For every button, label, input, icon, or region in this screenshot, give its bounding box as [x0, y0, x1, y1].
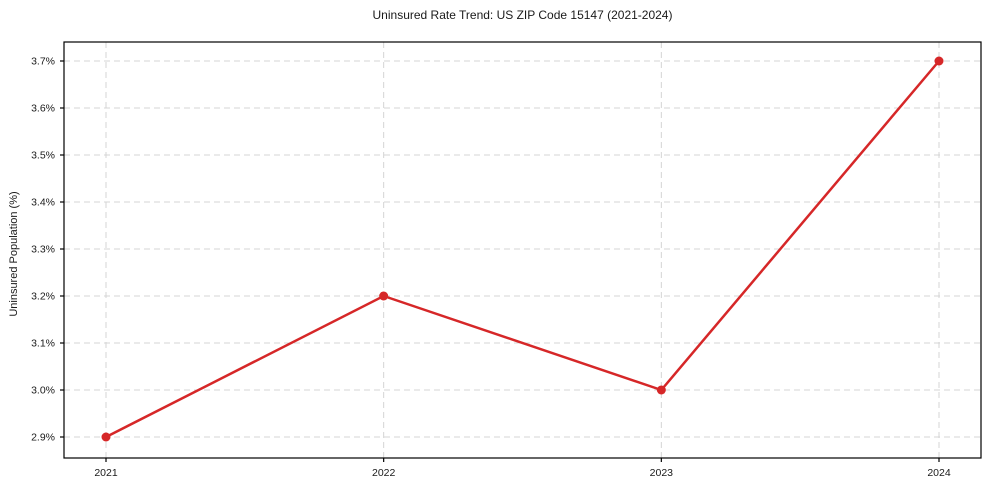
data-point-marker	[101, 432, 111, 442]
y-tick-label: 3.7%	[31, 56, 55, 68]
y-axis-label-text: Uninsured Population (%)	[8, 191, 20, 317]
x-tick-label: 2023	[650, 467, 674, 479]
y-tick-label: 3.1%	[31, 338, 55, 350]
chart-title: Uninsured Rate Trend: US ZIP Code 15147 …	[372, 8, 673, 22]
data-point-marker	[379, 291, 389, 301]
y-tick-label: 3.2%	[31, 291, 55, 303]
y-tick-label: 2.9%	[31, 432, 55, 444]
y-tick-label: 3.4%	[31, 197, 55, 209]
data-point-marker	[656, 385, 666, 395]
y-tick-label: 3.6%	[31, 103, 55, 115]
x-tick-label: 2022	[372, 467, 396, 479]
axes-frame	[63, 41, 982, 459]
x-tick-label: 2024	[927, 467, 951, 479]
data-point-marker	[934, 56, 944, 66]
y-tick-label: 3.5%	[31, 150, 55, 162]
y-tick-label: 3.0%	[31, 385, 55, 397]
x-tick-label: 2021	[94, 467, 118, 479]
trend-line	[104, 59, 941, 439]
y-tick-label: 3.3%	[31, 244, 55, 256]
